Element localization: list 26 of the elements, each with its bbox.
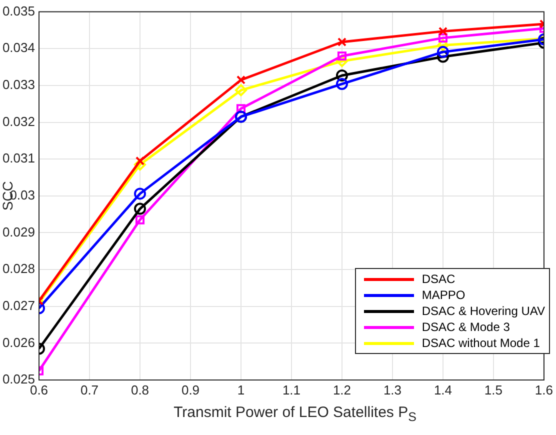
x-tick-label: 0.7 <box>80 382 99 398</box>
x-tick-label: 0.8 <box>130 382 150 398</box>
y-tick-label: 0.033 <box>2 77 35 92</box>
x-tick-label: 1.6 <box>534 382 554 398</box>
x-tick-label: 1.1 <box>282 382 301 398</box>
legend-label: DSAC & Hovering UAV <box>422 303 545 319</box>
x-tick-label: 1 <box>237 382 245 398</box>
legend-label: MAPPO <box>422 287 466 303</box>
y-tick-label: 0.027 <box>2 298 35 313</box>
x-tick-label: 1.3 <box>383 382 402 398</box>
y-tick-label: 0.032 <box>2 114 35 129</box>
y-tick-label: 0.026 <box>2 334 35 350</box>
legend-label: DSAC without Mode 1 <box>422 335 540 351</box>
y-tick-label: 0.035 <box>2 3 35 18</box>
x-tick-label: 1.5 <box>484 382 503 398</box>
legend-label: DSAC & Mode 3 <box>422 319 510 335</box>
x-tick-label: 1.2 <box>332 382 352 398</box>
x-tick-label: 0.9 <box>181 382 200 398</box>
y-tick-label: 0.031 <box>2 150 35 166</box>
y-tick-label: 0.029 <box>2 224 35 240</box>
y-tick-label: 0.028 <box>2 261 35 276</box>
legend-label: DSAC <box>422 271 456 287</box>
x-tick-label: 1.4 <box>434 382 452 398</box>
x-axis-title: Transmit Power of LEO Satellites P$_{S}$ <box>172 404 418 424</box>
y-tick-label: 0.034 <box>2 40 35 56</box>
y-tick-label: 0.025 <box>2 372 35 387</box>
